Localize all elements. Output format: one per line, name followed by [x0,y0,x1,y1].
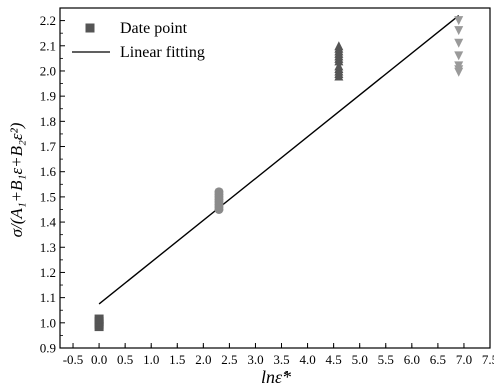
y-tick-label: 1.5 [40,189,56,204]
y-axis-label: σ/(A₁+B₁ε+B₂ε²) [7,122,26,237]
data-point [454,16,464,26]
y-tick-label: 1.4 [40,215,57,230]
x-tick-label: 3.5 [273,352,289,367]
x-tick-label: 1.0 [143,352,159,367]
y-tick-label: 1.1 [40,290,56,305]
legend-marker-square [85,23,95,33]
data-point [454,61,464,71]
y-tick-label: 0.9 [40,341,56,356]
legend-label-linear-fitting: Linear fitting [120,44,205,61]
x-tick-label: 7.5 [482,352,494,367]
x-tick-label: 3.0 [247,352,263,367]
data-point [214,187,224,197]
x-tick-label: -0.5 [63,352,84,367]
x-tick-label: 4.0 [299,352,315,367]
y-tick-label: 2.0 [40,63,56,78]
y-tick-label: 1.6 [40,164,57,179]
y-tick-label: 2.1 [40,38,56,53]
linear-fit-group [98,15,460,305]
y-tick-label: 1.8 [40,114,56,129]
linear-fit-line [98,15,460,305]
data-point [454,38,464,48]
plot-frame [59,7,491,349]
x-tick-label: 1.5 [169,352,185,367]
data-point [334,61,344,71]
x-tick-label: 4.5 [326,352,342,367]
y-axis-ticks: 0.9 1.0 1.1 1.2 1.3 1.4 1.5 1.6 1.7 1.8 1.9 2.0 2.1 2… [40,13,65,356]
legend-label-date-point: Date point [120,20,188,37]
axes-frame [59,7,491,349]
data-point [454,51,464,61]
x-tick-label: 2.5 [221,352,237,367]
data-point [94,314,104,324]
x-tick-label: 0.0 [91,352,107,367]
y-tick-label: 1.0 [40,315,56,330]
x-tick-label: 5.5 [378,352,394,367]
x-tick-label: 6.0 [404,352,420,367]
y-tick-label: 1.2 [40,265,56,280]
data-points-group [94,16,464,332]
x-tick-label: 7.0 [456,352,472,367]
x-tick-label: 6.5 [430,352,446,367]
y-tick-label: 1.7 [40,139,57,154]
x-tick-label: 2.0 [195,352,211,367]
data-point [454,26,464,36]
y-tick-label: 1.3 [40,240,56,255]
x-axis-label: lnε̇* [261,367,291,387]
x-axis-ticks: -0.5 0.0 0.5 1.0 1.5 2.0 2.5 3.0 3.5 4.0 4.5 5.0 5.5… [63,343,494,367]
y-tick-label: 1.9 [40,89,56,104]
x-tick-label: 0.5 [117,352,133,367]
data-point [334,41,344,51]
x-tick-label: 5.0 [352,352,368,367]
y-tick-label: 2.2 [40,13,56,28]
legend: Date point Linear fitting [72,20,205,61]
